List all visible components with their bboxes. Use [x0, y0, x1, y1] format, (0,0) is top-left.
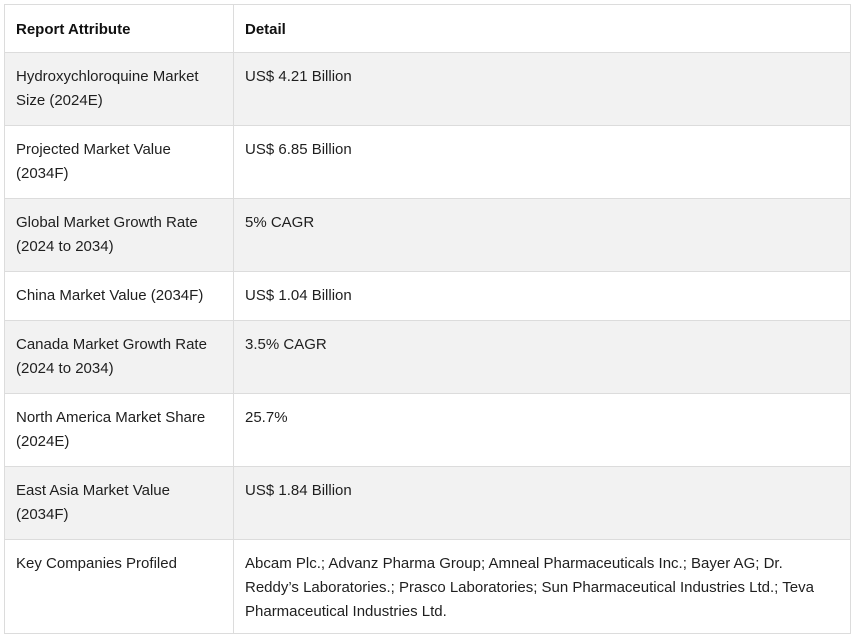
- detail-cell: US$ 1.04 Billion: [233, 271, 851, 321]
- detail-cell: US$ 1.84 Billion: [233, 466, 851, 540]
- table-row: North America Market Share (2024E) 25.7%: [4, 393, 851, 467]
- table-header-row: Report Attribute Detail: [4, 4, 851, 53]
- detail-cell: 25.7%: [233, 393, 851, 467]
- table-row: Canada Market Growth Rate (2024 to 2034)…: [4, 320, 851, 394]
- detail-cell: 5% CAGR: [233, 198, 851, 272]
- table-row: China Market Value (2034F) US$ 1.04 Bill…: [4, 271, 851, 321]
- header-report-attribute: Report Attribute: [4, 4, 234, 53]
- attribute-cell: China Market Value (2034F): [4, 271, 234, 321]
- attribute-cell: Canada Market Growth Rate (2024 to 2034): [4, 320, 234, 394]
- attribute-cell: Projected Market Value (2034F): [4, 125, 234, 199]
- attribute-cell: East Asia Market Value (2034F): [4, 466, 234, 540]
- attribute-cell: Global Market Growth Rate (2024 to 2034): [4, 198, 234, 272]
- detail-cell: US$ 4.21 Billion: [233, 52, 851, 126]
- attribute-cell: Key Companies Profiled: [4, 539, 234, 634]
- table-row: Key Companies Profiled Abcam Plc.; Advan…: [4, 539, 851, 634]
- table-row: Projected Market Value (2034F) US$ 6.85 …: [4, 125, 851, 199]
- header-detail: Detail: [233, 4, 851, 53]
- attribute-cell: North America Market Share (2024E): [4, 393, 234, 467]
- detail-cell: 3.5% CAGR: [233, 320, 851, 394]
- table-row: Hydroxychloroquine Market Size (2024E) U…: [4, 52, 851, 126]
- report-attributes-table: Report Attribute Detail Hydroxychloroqui…: [4, 4, 851, 634]
- detail-cell: US$ 6.85 Billion: [233, 125, 851, 199]
- table-row: East Asia Market Value (2034F) US$ 1.84 …: [4, 466, 851, 540]
- table-row: Global Market Growth Rate (2024 to 2034)…: [4, 198, 851, 272]
- attribute-cell: Hydroxychloroquine Market Size (2024E): [4, 52, 234, 126]
- detail-cell: Abcam Plc.; Advanz Pharma Group; Amneal …: [233, 539, 851, 634]
